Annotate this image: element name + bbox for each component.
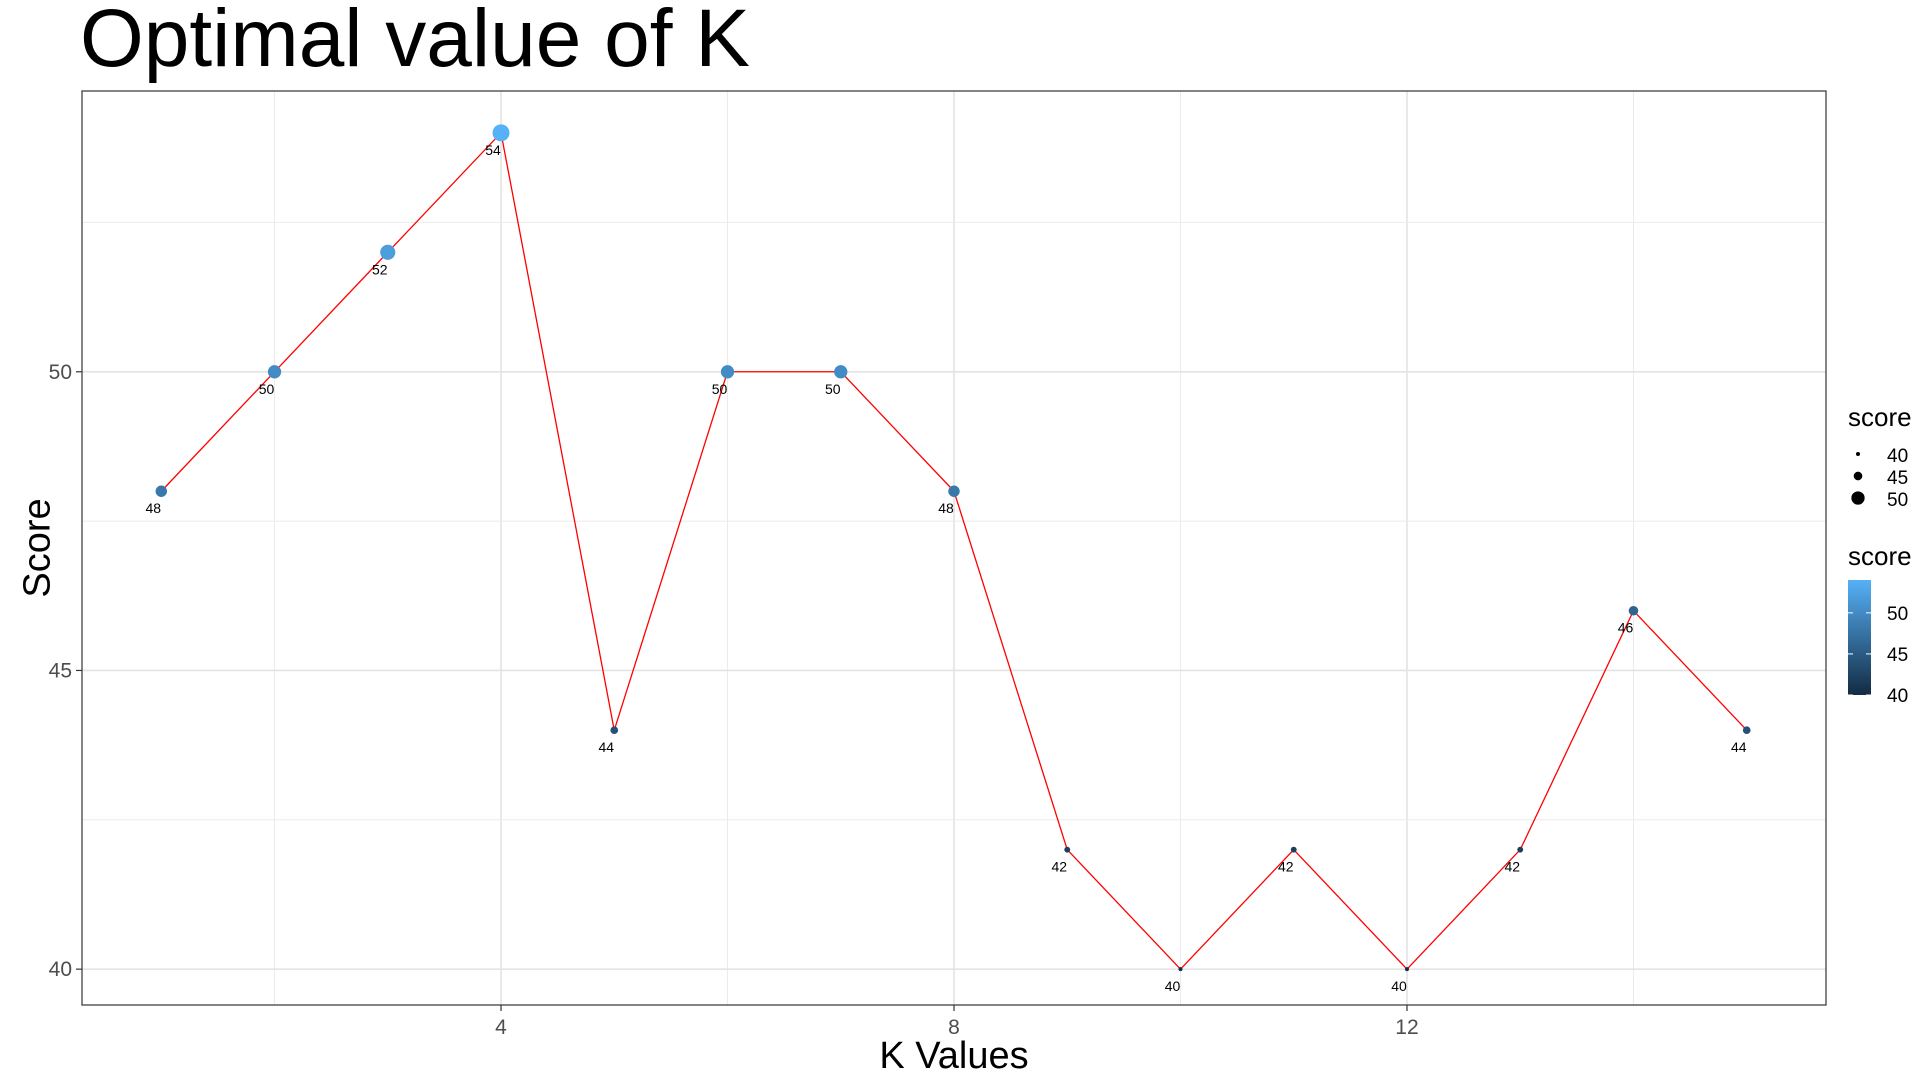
data-point [1290,846,1297,853]
legend-size-label: 40 [1887,446,1908,467]
data-label: 50 [825,381,841,397]
legend-size-key [1853,471,1863,481]
data-label: 50 [712,381,728,397]
legend-size-label: 50 [1887,490,1908,511]
data-label: 48 [145,500,161,516]
data-label: 52 [372,261,388,277]
data-label: 44 [598,739,614,755]
data-point [1742,726,1751,735]
data-label: 50 [259,381,275,397]
legend-size-label: 45 [1887,468,1908,489]
data-point [834,365,848,379]
data-point [267,365,282,379]
data-point [155,485,167,497]
data-label: 42 [1278,859,1294,875]
legend-size-key [1856,452,1860,456]
y-axis-ticks: 40 45 50 [49,361,82,981]
data-point [1404,967,1409,972]
x-tick-label: 4 [495,1016,507,1039]
data-point [948,485,960,497]
legend-color: score 50 45 40 [1848,541,1912,707]
data-point [720,365,735,379]
data-point [1628,605,1639,616]
data-label: 40 [1391,978,1407,994]
legend-size-key [1851,491,1865,505]
data-label: 46 [1618,620,1634,636]
data-label: 42 [1051,859,1067,875]
data-label: 40 [1165,978,1181,994]
legend-color-title: score [1848,541,1912,571]
data-point [1064,846,1071,853]
data-label: 54 [485,142,501,158]
x-tick-label: 8 [948,1016,960,1039]
legend-color-label: 50 [1887,604,1908,625]
point-labels: 48 50 52 54 44 50 50 48 42 40 42 40 42 46 44 [145,142,1746,994]
data-point [610,726,619,735]
grid-lines [82,91,1826,1005]
x-tick-label: 12 [1395,1016,1418,1039]
y-tick-label: 50 [49,361,72,384]
data-label: 44 [1731,739,1747,755]
colorbar [1848,580,1871,695]
y-axis-label: Score [16,498,58,597]
y-tick-label: 40 [49,958,72,981]
data-point [380,244,396,260]
y-tick-label: 45 [49,659,72,682]
x-axis-ticks: 4 8 12 [495,1005,1419,1039]
legend-size-title: score [1848,402,1912,432]
legend-color-label: 45 [1887,645,1908,666]
data-point [1517,846,1524,853]
legend-color-label: 40 [1887,686,1908,707]
data-label: 42 [1504,859,1520,875]
data-point [1178,967,1183,972]
data-point [492,124,510,142]
chart-title: Optimal value of K [80,0,750,84]
data-points [155,124,1751,972]
x-axis-label: K Values [879,1035,1028,1077]
data-label: 48 [938,500,954,516]
